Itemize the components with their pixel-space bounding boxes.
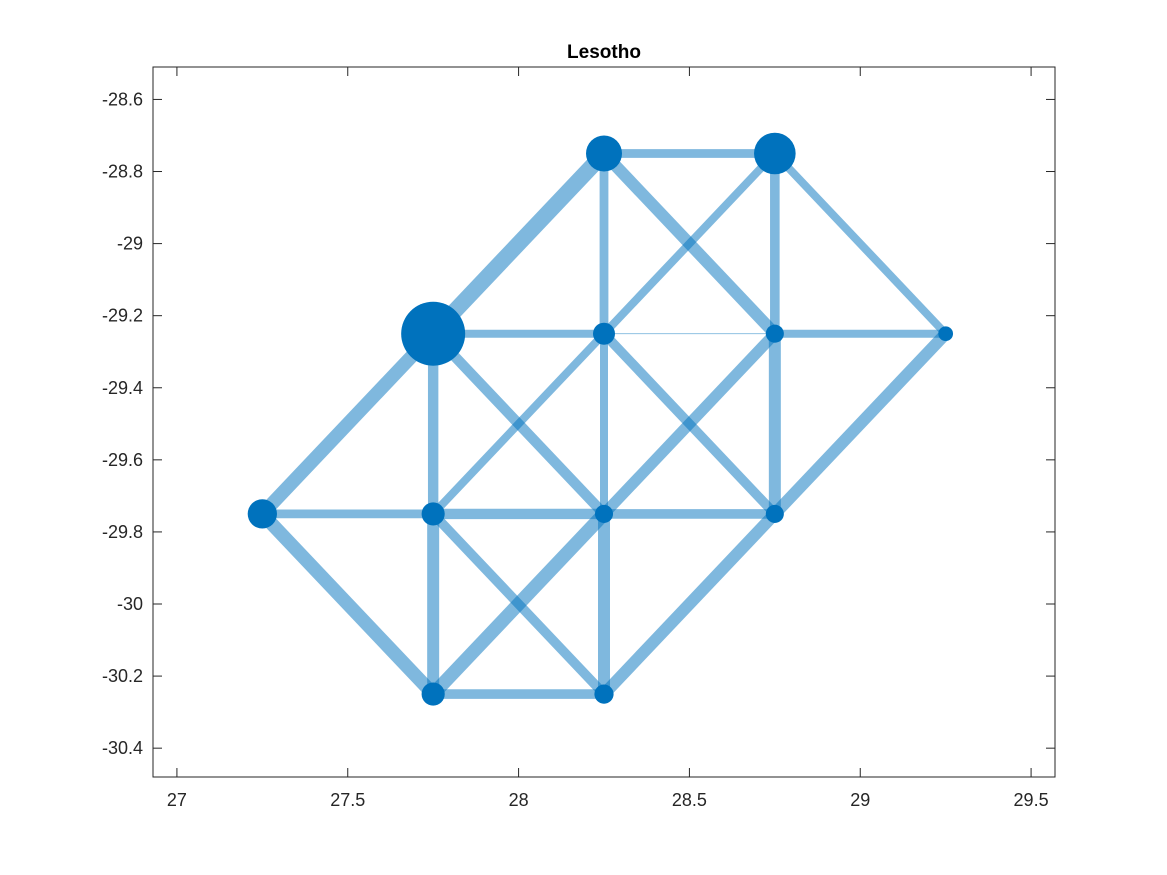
y-tick-label: -30 (117, 594, 143, 614)
node-11 (594, 684, 614, 704)
x-axis: 27 27.5 28 28.5 29 29.5 (167, 67, 1049, 810)
x-tick-label: 29.5 (1014, 790, 1049, 810)
nodes-layer (247, 132, 954, 706)
node-2 (401, 301, 466, 366)
node-8 (594, 504, 614, 523)
edge-16 (599, 329, 779, 518)
y-tick-label: -30.4 (102, 738, 143, 758)
node-3 (593, 322, 615, 345)
edge-22 (257, 509, 439, 699)
node-4 (765, 324, 784, 343)
y-tick-label: -28.8 (102, 162, 143, 182)
y-tick-label: -29.4 (102, 378, 143, 398)
y-tick-label: -28.6 (102, 89, 143, 109)
node-0 (586, 135, 622, 172)
edge-27 (599, 509, 780, 699)
edge-6 (771, 150, 949, 337)
edge-18 (770, 329, 951, 519)
y-tick-label: -30.2 (102, 666, 143, 686)
x-tick-label: 28.5 (672, 790, 707, 810)
axes (152, 66, 1056, 778)
edge-13 (430, 330, 607, 517)
node-10 (421, 682, 445, 706)
edge-4 (601, 150, 778, 337)
y-tick-label: -29.2 (102, 306, 143, 326)
node-6 (247, 499, 277, 529)
node-9 (765, 504, 784, 523)
chart-title: Lesotho (567, 42, 641, 63)
node-5 (938, 326, 954, 342)
x-tick-label: 29 (850, 790, 870, 810)
node-7 (421, 502, 445, 526)
y-axis: -28.6 -28.8 -29 -29.2 -29.4 -29.6 -29.8 -30 -30.… (102, 89, 1055, 758)
edge-10 (257, 329, 439, 519)
edge-1 (427, 147, 610, 340)
y-tick-label: -29 (117, 234, 143, 254)
x-tick-label: 27.5 (330, 790, 365, 810)
node-1 (754, 132, 796, 175)
x-tick-label: 27 (167, 790, 187, 810)
edge-25 (428, 509, 609, 699)
axes-box (152, 66, 1056, 778)
x-tick-label: 28 (509, 790, 529, 810)
y-tick-label: -29.6 (102, 450, 143, 470)
y-tick-label: -29.8 (102, 522, 143, 542)
